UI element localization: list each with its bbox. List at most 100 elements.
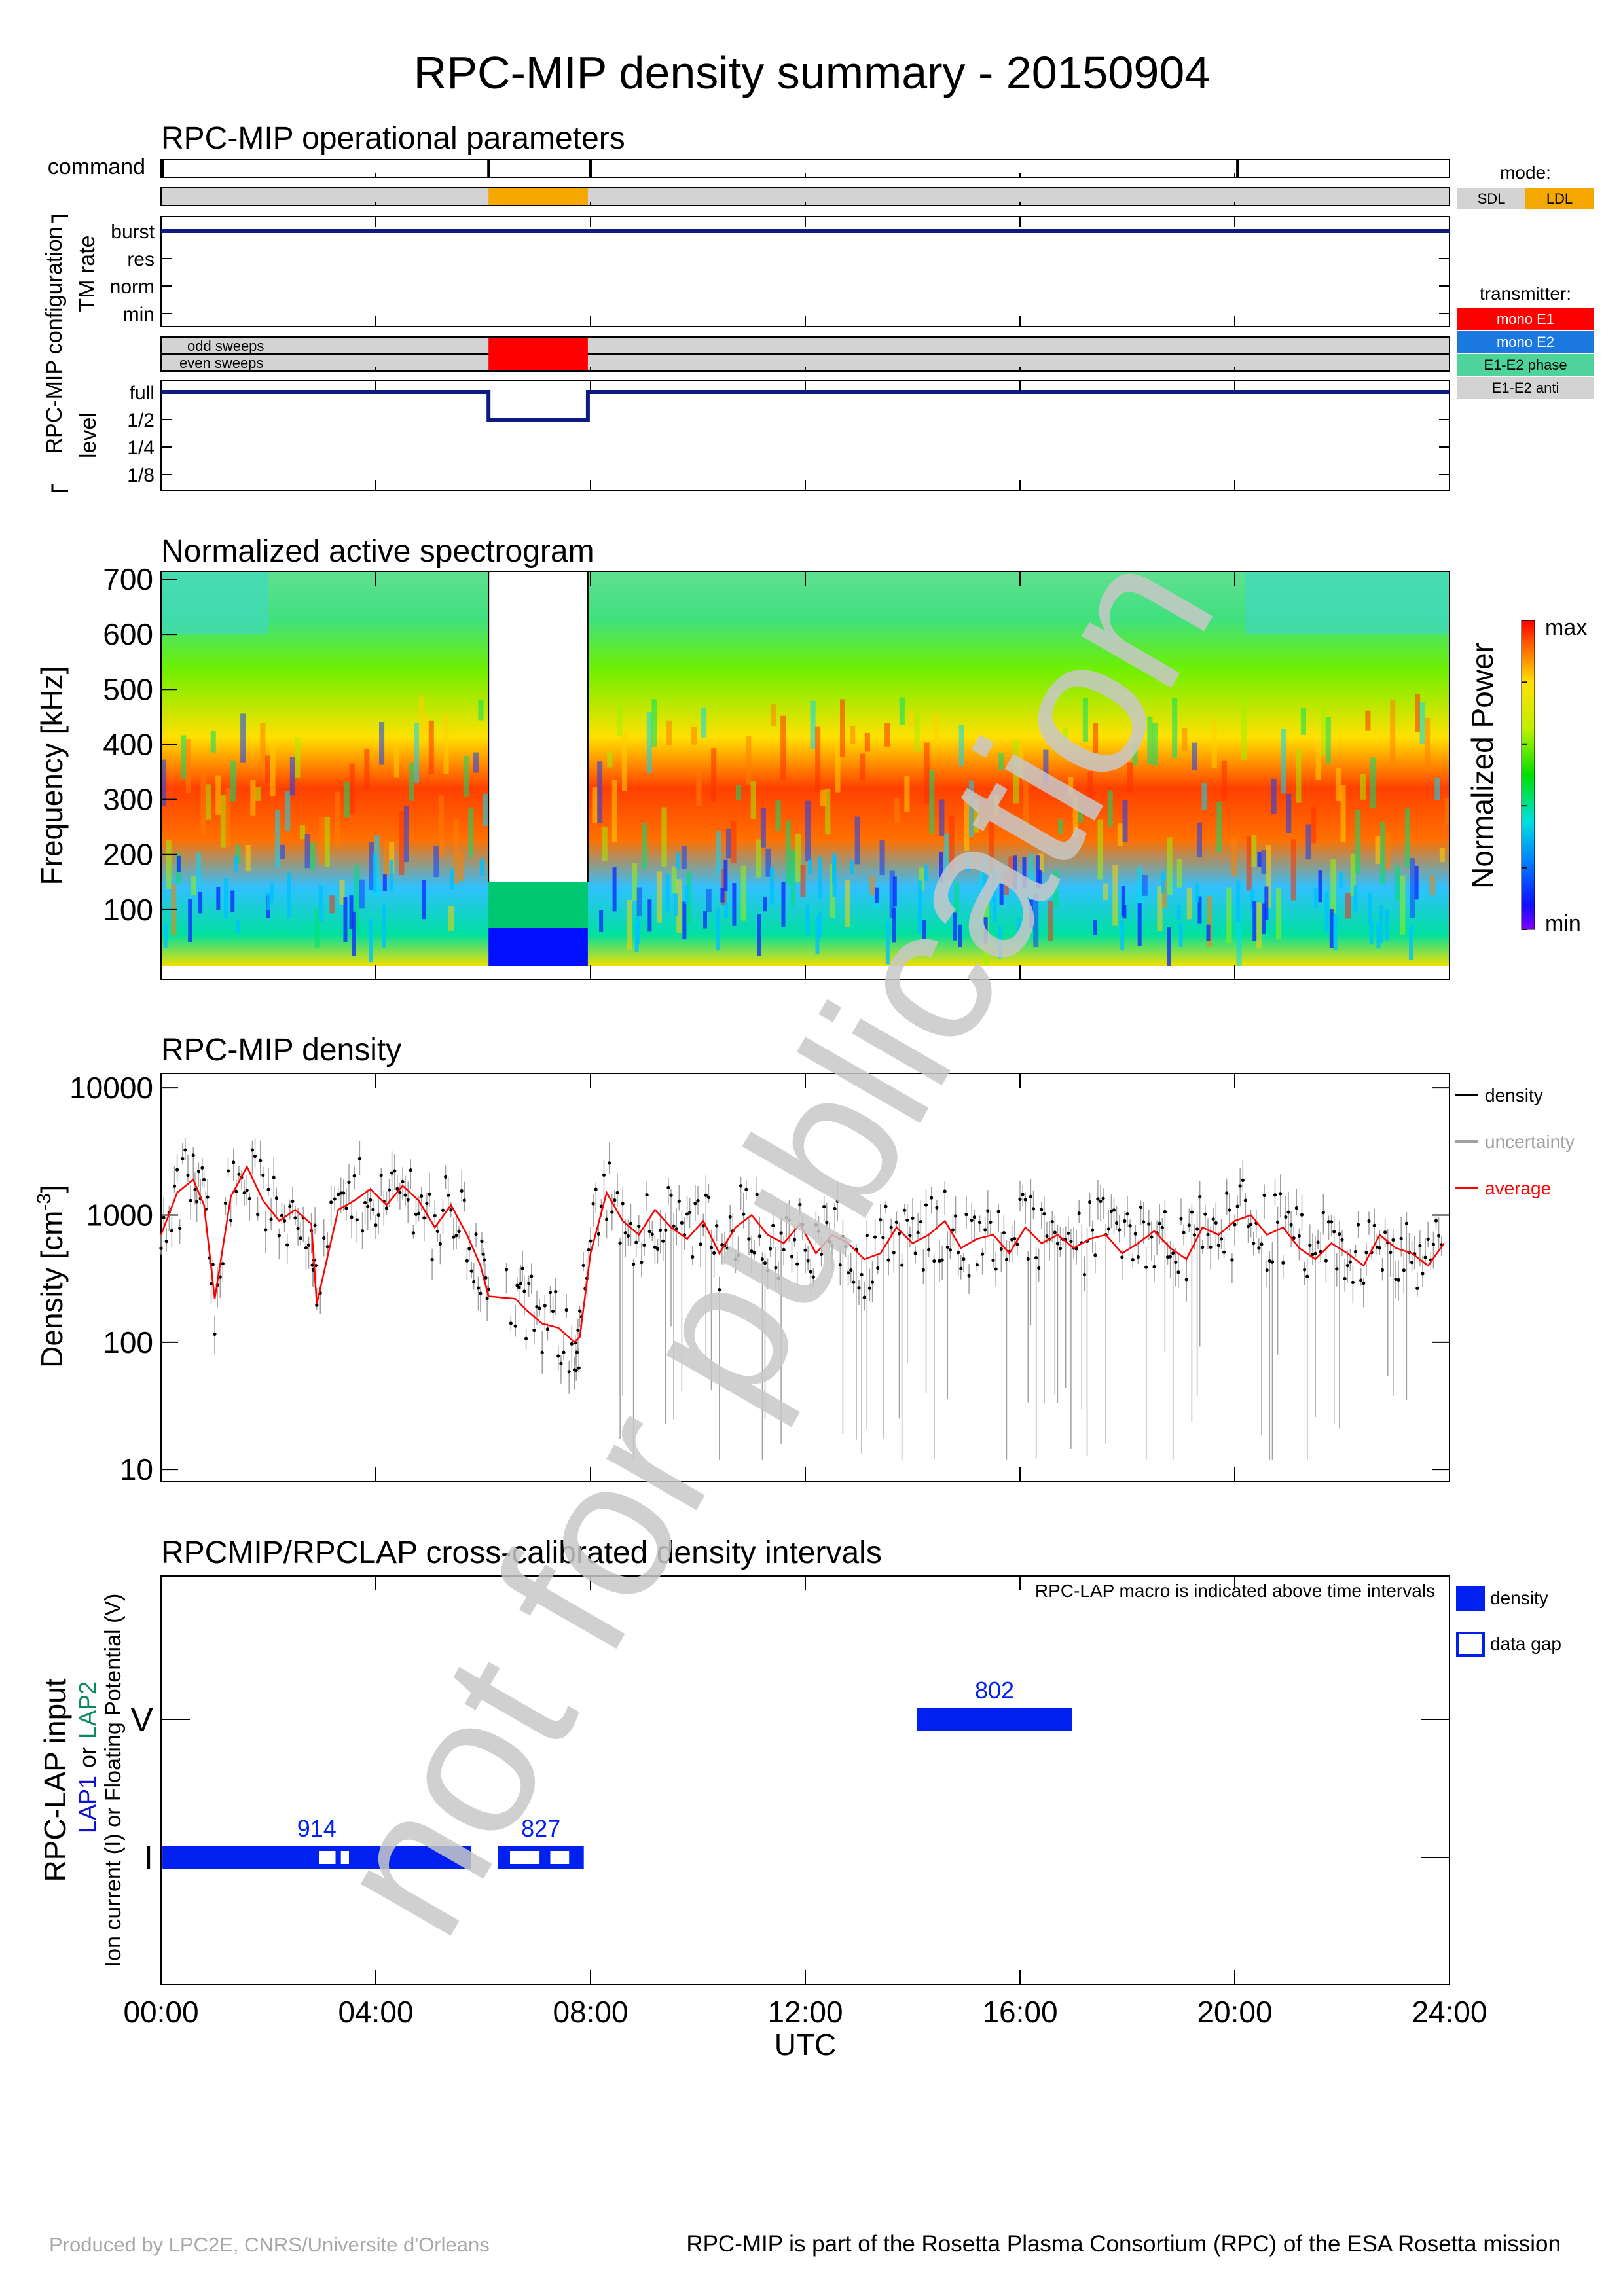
spectrogram-feature [701, 707, 707, 738]
density-point [945, 1245, 949, 1249]
spectrogram-feature [746, 736, 752, 785]
density-point [637, 1224, 641, 1229]
spectrogram-feature [1117, 823, 1123, 847]
density-point [266, 1187, 270, 1191]
density-point [291, 1199, 295, 1204]
spectrogram-feature [642, 823, 647, 869]
density-point [384, 1206, 389, 1210]
spectrogram-feature [1271, 778, 1277, 815]
density-point [578, 1309, 582, 1313]
spectrogram-feature [1122, 800, 1128, 843]
spectrogram-feature [264, 755, 271, 783]
density-point [1150, 1235, 1154, 1239]
panel2-title: Normalized active spectrogram [161, 534, 594, 569]
density-point [742, 1212, 746, 1216]
density-point [647, 1230, 651, 1234]
density-point [860, 1272, 864, 1277]
spectrogram-feature [825, 788, 831, 835]
spectrogram-feature [379, 722, 385, 765]
lap-interval-gap [510, 1851, 540, 1864]
density-point [1216, 1244, 1220, 1247]
spectrogram-feature [1296, 749, 1302, 803]
density-point [1340, 1238, 1344, 1242]
spectrogram-feature [1008, 856, 1014, 886]
spectrogram-feature [324, 817, 330, 867]
density-point [576, 1328, 580, 1333]
density-point [621, 1202, 625, 1206]
density-point [242, 1191, 246, 1195]
density-point [809, 1270, 812, 1274]
density-point [1359, 1278, 1363, 1282]
density-point [447, 1193, 450, 1197]
density-point [1042, 1211, 1046, 1216]
spectrogram-feature [1078, 809, 1084, 823]
spectrogram-feature [820, 789, 826, 806]
density-point [172, 1184, 177, 1188]
density-panel: RPC-MIP density 10 100 1000 10000 Density [… [33, 1033, 1575, 1486]
command-label: command [48, 154, 145, 179]
spectrogram-feature [998, 926, 1003, 959]
time-axis-title: UTC [775, 2028, 837, 2062]
spectrogram-feature [1053, 870, 1059, 908]
density-point [1286, 1210, 1290, 1214]
spectrogram-feature [1425, 717, 1431, 773]
density-point [513, 1324, 517, 1328]
density-point [441, 1208, 445, 1212]
spectrogram-feature [1093, 920, 1097, 935]
spectrogram-feature [250, 780, 256, 816]
spectrogram-feature [1093, 723, 1099, 754]
spectrogram-feature [1182, 727, 1188, 751]
spectrogram-feature [681, 846, 687, 870]
density-point [709, 1246, 714, 1249]
density-point [481, 1252, 485, 1256]
density-point [948, 1248, 952, 1252]
spectrogram-feature [384, 840, 390, 876]
spectrogram-feature [1058, 819, 1064, 834]
density-point [1362, 1281, 1366, 1285]
density-point [1002, 1230, 1006, 1235]
spectrogram-feature [850, 726, 856, 744]
density-point [932, 1259, 936, 1263]
spectrogram-feature [989, 822, 994, 873]
spectrogram-feature [1201, 783, 1207, 810]
density-point [337, 1193, 340, 1196]
density-point [484, 1276, 488, 1280]
transmitter-interval [488, 338, 588, 370]
density-point [1101, 1196, 1105, 1200]
density-point [162, 1215, 166, 1219]
spectrogram-feature [835, 741, 841, 793]
spectrogram-feature [775, 800, 781, 831]
spectrogram-feature [1167, 837, 1173, 895]
density-point [1010, 1238, 1014, 1242]
density-point [350, 1215, 354, 1219]
density-point [1106, 1227, 1110, 1231]
density-point [1273, 1193, 1277, 1197]
spectrogram-feature [369, 842, 374, 891]
density-point [981, 1252, 985, 1256]
spectrogram-feature [266, 892, 271, 910]
density-point [299, 1236, 302, 1240]
spectrogram-feature [1339, 872, 1343, 888]
density-point [1262, 1193, 1266, 1198]
density-point [1235, 1204, 1239, 1208]
density-point [438, 1242, 443, 1246]
density-point [474, 1232, 478, 1236]
density-point [774, 1266, 778, 1270]
spectrogram-feature [720, 888, 725, 903]
density-point [178, 1226, 182, 1230]
spectrogram-feature [1266, 845, 1272, 908]
density-point [798, 1202, 802, 1207]
cross-calibration-frame [160, 1575, 1450, 1985]
level-value-label: 1/2 [127, 410, 155, 431]
density-point [1219, 1237, 1224, 1241]
density-point [1058, 1247, 1063, 1251]
density-point [567, 1370, 571, 1374]
density-point [728, 1215, 732, 1219]
density-unit-exponent: -3 [33, 1193, 55, 1211]
spectrogram-feature [195, 852, 202, 884]
frequency-tick-label: 200 [103, 838, 153, 872]
density-point [538, 1306, 541, 1310]
spectrogram-feature [1245, 572, 1450, 634]
density-point [395, 1187, 399, 1191]
density-point [339, 1191, 343, 1195]
